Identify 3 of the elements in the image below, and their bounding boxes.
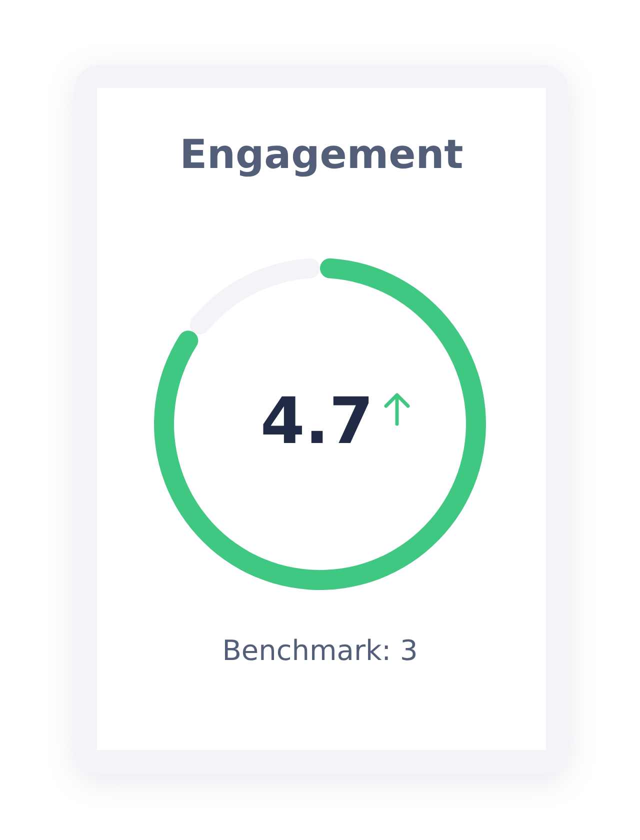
chart-title: Engagement <box>180 132 464 178</box>
text: 4.7 <box>260 385 374 459</box>
text: Benchmark: 3 <box>222 634 418 667</box>
